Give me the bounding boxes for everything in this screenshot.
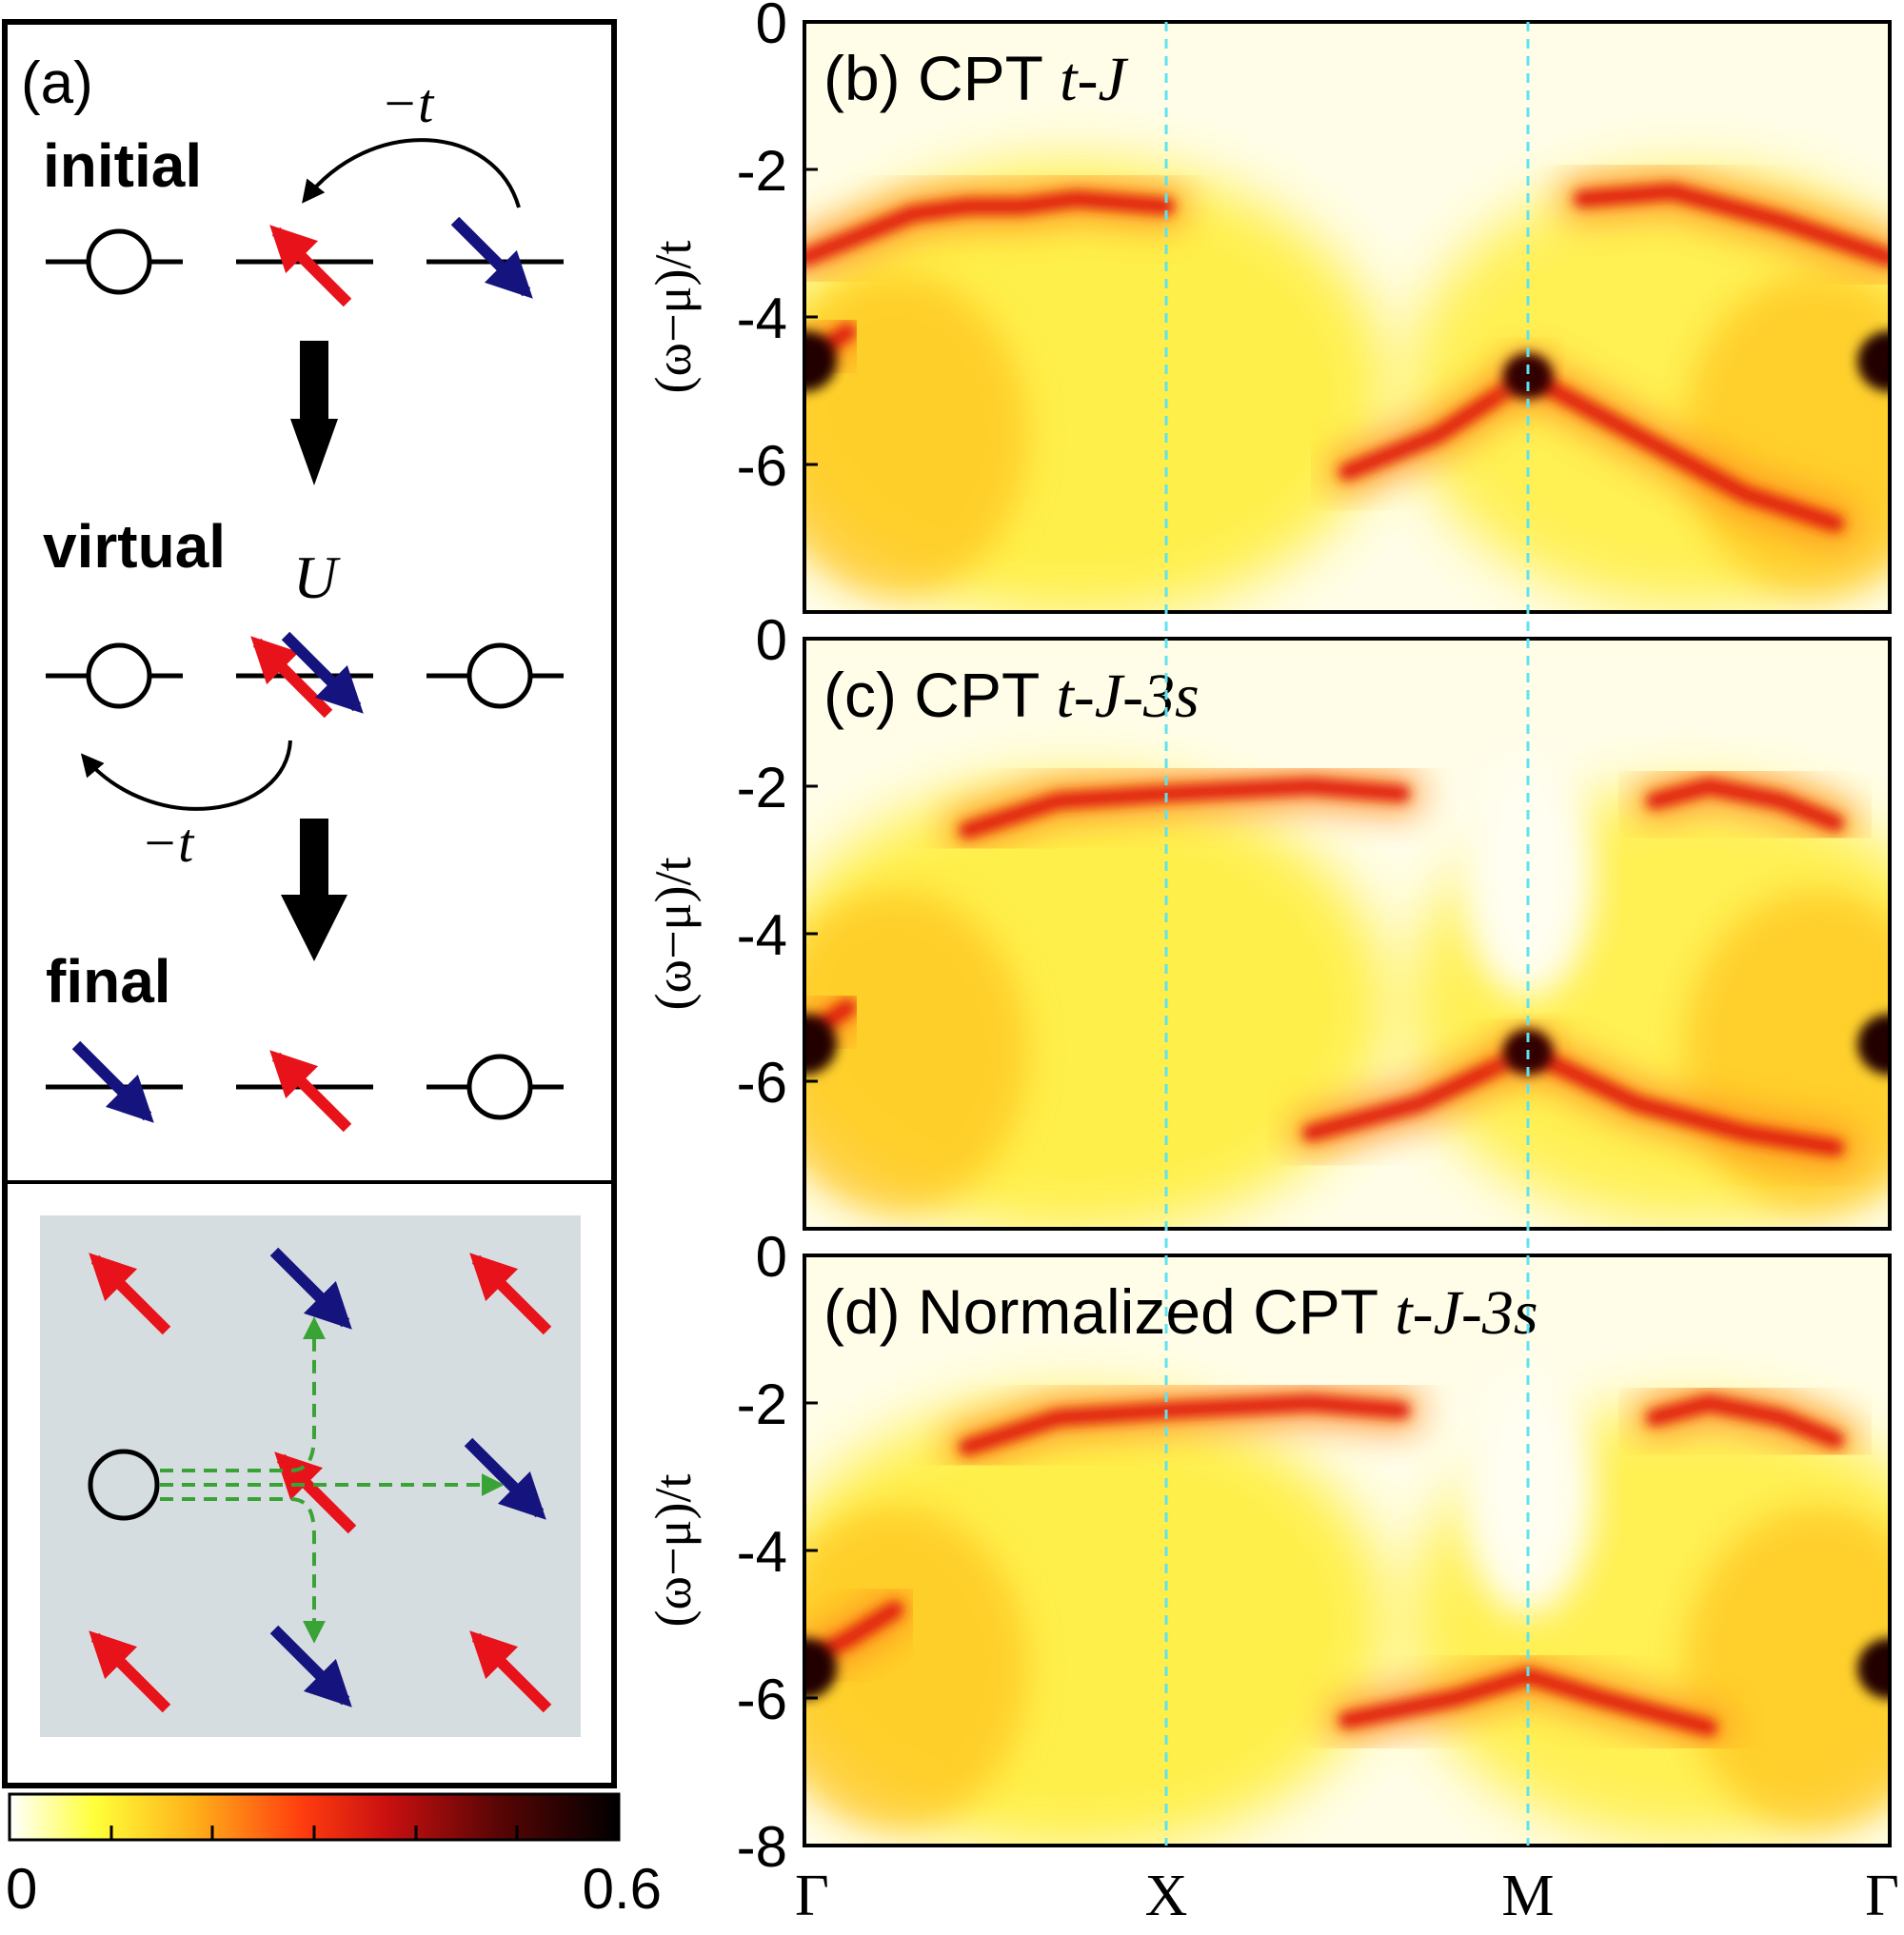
y-tick-label: -4 — [737, 1520, 787, 1584]
y-tick-label: -2 — [737, 1372, 787, 1436]
gamma-hotspot — [1857, 1014, 1890, 1076]
hole-icon — [466, 642, 533, 709]
band-line — [1302, 1043, 1537, 1142]
spectrum-panel: 0 -2 -4 -6 -8 (ω−μ)/t (d) Normalized CPT t-J-3… — [645, 1225, 1892, 1879]
y-tick-label: -6 — [737, 1051, 787, 1115]
y-tick-label: -8 — [737, 1815, 787, 1879]
band-line — [1646, 1394, 1844, 1449]
y-tick-label: -4 — [737, 286, 787, 350]
u-label: U — [293, 543, 341, 611]
virtual-row — [46, 631, 564, 719]
continuum — [804, 1507, 1028, 1830]
initial-label: initial — [43, 131, 202, 200]
band-line — [1574, 183, 1890, 267]
colorbar-min: 0 — [6, 1857, 37, 1921]
x-tick-label: M — [1501, 1864, 1554, 1928]
panel-title-prefix: (b) CPT — [823, 43, 1060, 113]
x-tick-label: Γ — [795, 1864, 829, 1928]
y-tick-label: 0 — [756, 0, 787, 55]
hop-arc-bottom — [80, 740, 292, 811]
y-axis-label: (ω−μ)/t — [645, 241, 702, 394]
hop-label-bottom: −t — [141, 812, 195, 874]
hole-icon — [86, 228, 152, 295]
spin-up-icon — [269, 1050, 352, 1133]
band-line — [1519, 367, 1844, 532]
white-gap — [1461, 1368, 1595, 1615]
y-tick-label: 0 — [756, 1225, 787, 1289]
spectra-panels: 0 -2 -4 -6 (ω−μ)/t (b) CPT t-J 0 -2 -4 -6 (ω−μ)/t (… — [645, 0, 1899, 1928]
band-line — [1339, 367, 1537, 481]
y-tick-label: 0 — [756, 608, 787, 672]
spectrum-panel: 0 -2 -4 -6 (ω−μ)/t (c) CPT t-J-3s — [645, 608, 1892, 1231]
panel-title-model: t-J — [1060, 45, 1128, 114]
spin-down-icon — [281, 631, 364, 714]
continuum — [804, 273, 1028, 597]
down-arrow-icon — [281, 819, 347, 961]
hop-label-top: −t — [381, 72, 435, 134]
path-up — [160, 1316, 326, 1472]
white-gap — [1461, 751, 1595, 998]
y-tick-label: -2 — [737, 139, 787, 203]
hop-arc-top — [302, 138, 521, 208]
x-tick-label: Γ — [1865, 1864, 1899, 1928]
gamma-hotspot — [1857, 1638, 1890, 1699]
y-tick-label: -4 — [737, 903, 787, 967]
y-axis-label: (ω−μ)/t — [645, 858, 702, 1011]
continuum — [1684, 1507, 1890, 1830]
spin-up-icon — [89, 1630, 171, 1713]
colorbar-max: 0.6 — [583, 1857, 662, 1921]
spin-up-icon — [89, 1253, 171, 1335]
panel-title-prefix: (d) Normalized CPT — [823, 1276, 1395, 1347]
panel-a: (a) initial −t virtual U −t — [2, 19, 617, 1788]
spin-up-icon — [469, 1253, 552, 1335]
spin-up-icon — [269, 225, 352, 307]
spin-up-icon — [469, 1630, 552, 1713]
initial-row — [46, 216, 564, 307]
hole-icon — [88, 1449, 160, 1521]
spin-down-icon — [269, 1625, 352, 1708]
hole-icon — [86, 642, 152, 709]
band-line — [1646, 778, 1844, 832]
down-arrow-shaft — [300, 341, 328, 426]
gamma-hotspot — [804, 330, 837, 392]
heatmap — [804, 639, 1890, 1229]
panel-title-model: t-J-3s — [1395, 1278, 1537, 1348]
band-line — [1519, 1043, 1844, 1156]
continuum — [804, 890, 1028, 1214]
gamma-hotspot — [804, 1638, 837, 1699]
spectrum-panel: 0 -2 -4 -6 (ω−μ)/t (b) CPT t-J — [645, 0, 1892, 614]
heatmap — [804, 22, 1890, 612]
panel-a-label: (a) — [21, 50, 93, 116]
hole-icon — [466, 1054, 533, 1120]
panel-title: (b) CPT t-J — [823, 43, 1128, 114]
final-row — [46, 1040, 564, 1133]
lattice-diagram — [40, 1215, 581, 1737]
virtual-label: virtual — [43, 512, 226, 581]
band-line — [804, 190, 1175, 267]
colorbar: 0 0.6 — [6, 1792, 662, 1921]
gamma-hotspot — [804, 1014, 837, 1076]
gamma-hotspot — [1857, 330, 1890, 392]
y-axis-label: (ω−μ)/t — [645, 1474, 702, 1628]
panel-title-model: t-J-3s — [1056, 661, 1199, 731]
final-label: final — [46, 947, 171, 1016]
path-down — [160, 1497, 326, 1644]
x-tick-label: X — [1145, 1864, 1188, 1928]
spin-down-icon — [269, 1247, 352, 1330]
spin-down-icon — [450, 216, 533, 299]
y-tick-label: -2 — [737, 756, 787, 819]
m-hotspot — [1503, 353, 1553, 399]
panel-title-prefix: (c) CPT — [823, 660, 1056, 730]
y-tick-label: -6 — [737, 434, 787, 498]
y-tick-label: -6 — [737, 1668, 787, 1731]
spin-down-icon — [71, 1040, 154, 1123]
panel-title: (c) CPT t-J-3s — [823, 660, 1200, 731]
panel-title: (d) Normalized CPT t-J-3s — [823, 1276, 1538, 1348]
